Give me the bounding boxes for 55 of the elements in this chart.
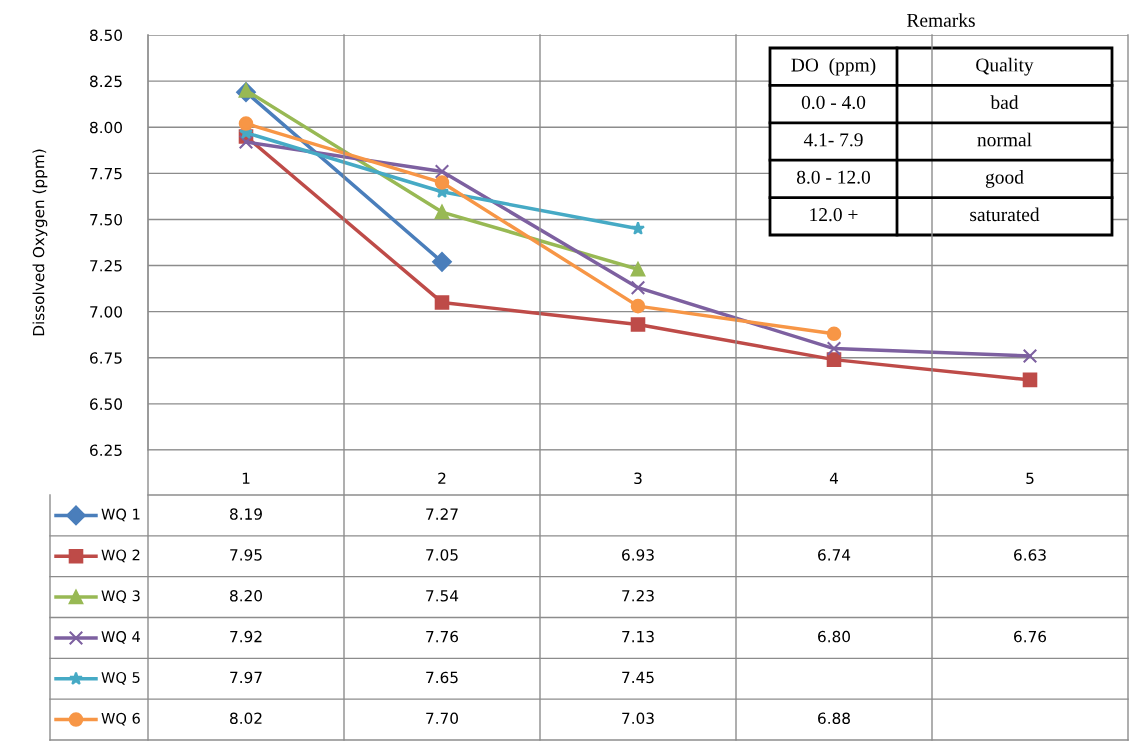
y-tick-label: 7.75	[90, 168, 122, 180]
annotation: saturated	[970, 207, 1040, 222]
y-tick-label: 7.25	[90, 260, 122, 272]
data-label: 7.97	[230, 671, 262, 684]
data-label: 6.74	[818, 549, 851, 561]
data-label: 7.05	[426, 549, 458, 561]
legend-label: WQ 1	[101, 508, 140, 522]
legend-label: WQ 4	[101, 631, 140, 644]
data-label: 8.20	[230, 589, 262, 602]
annotation: normal	[977, 132, 1032, 147]
data-label: 7.65	[426, 671, 458, 684]
y-tick-label: 7.50	[90, 213, 122, 226]
y-tick-label: 7.00	[90, 306, 122, 318]
data-label: 6.63	[1014, 549, 1046, 561]
data-label: 7.76	[426, 630, 459, 643]
annotation: 12.0 +	[810, 208, 858, 222]
x-tick-label: 5	[1026, 472, 1034, 485]
data-label: 7.45	[622, 671, 654, 684]
data-label: 6.80	[818, 630, 850, 643]
x-tick-label: 2	[438, 472, 446, 484]
data-label: 6.93	[622, 549, 654, 561]
y-tick-label: 6.25	[90, 444, 122, 457]
x-tick-label: 3	[634, 472, 642, 485]
data-label: 7.92	[230, 630, 262, 643]
data-label: 7.03	[622, 712, 654, 725]
annotation: good	[985, 170, 1024, 188]
data-label: 7.27	[426, 508, 458, 520]
y-tick-label: 6.75	[90, 352, 122, 364]
data-label: 6.88	[818, 712, 850, 725]
data-label: 7.54	[426, 590, 459, 602]
annotation: 8.0 - 12.0	[796, 170, 871, 184]
text: Remarks	[907, 13, 975, 27]
annotation: 0.0 - 4.0	[801, 95, 866, 110]
annotation: DO (ppm)	[791, 57, 876, 76]
x-tick-label: 1	[242, 472, 250, 484]
y-axis-title: Dissolved Oxygen (ppm)	[32, 149, 48, 336]
legend-label: WQ 6	[101, 712, 140, 726]
y-tick-label: 8.50	[90, 29, 122, 42]
annotation: Quality	[976, 57, 1034, 76]
legend-label: WQ 5	[101, 671, 140, 685]
data-label: 8.02	[230, 712, 262, 725]
data-label: 6.76	[1014, 630, 1047, 643]
y-tick-label: 8.00	[90, 121, 122, 134]
legend-label: WQ 3	[101, 590, 140, 603]
data-label: 7.23	[622, 589, 654, 602]
data-label: 7.70	[426, 712, 458, 725]
y-tick-label: 8.25	[90, 75, 122, 88]
annotation: bad	[990, 95, 1019, 109]
data-label: 8.19	[230, 508, 262, 520]
y-tick-label: 6.50	[90, 398, 122, 410]
x-tick-label: 4	[829, 472, 838, 484]
data-label: 7.95	[230, 549, 262, 561]
data-label: 7.13	[622, 630, 654, 643]
legend-label: WQ 2	[101, 549, 140, 563]
annotation: 4.1- 7.9	[803, 133, 863, 147]
